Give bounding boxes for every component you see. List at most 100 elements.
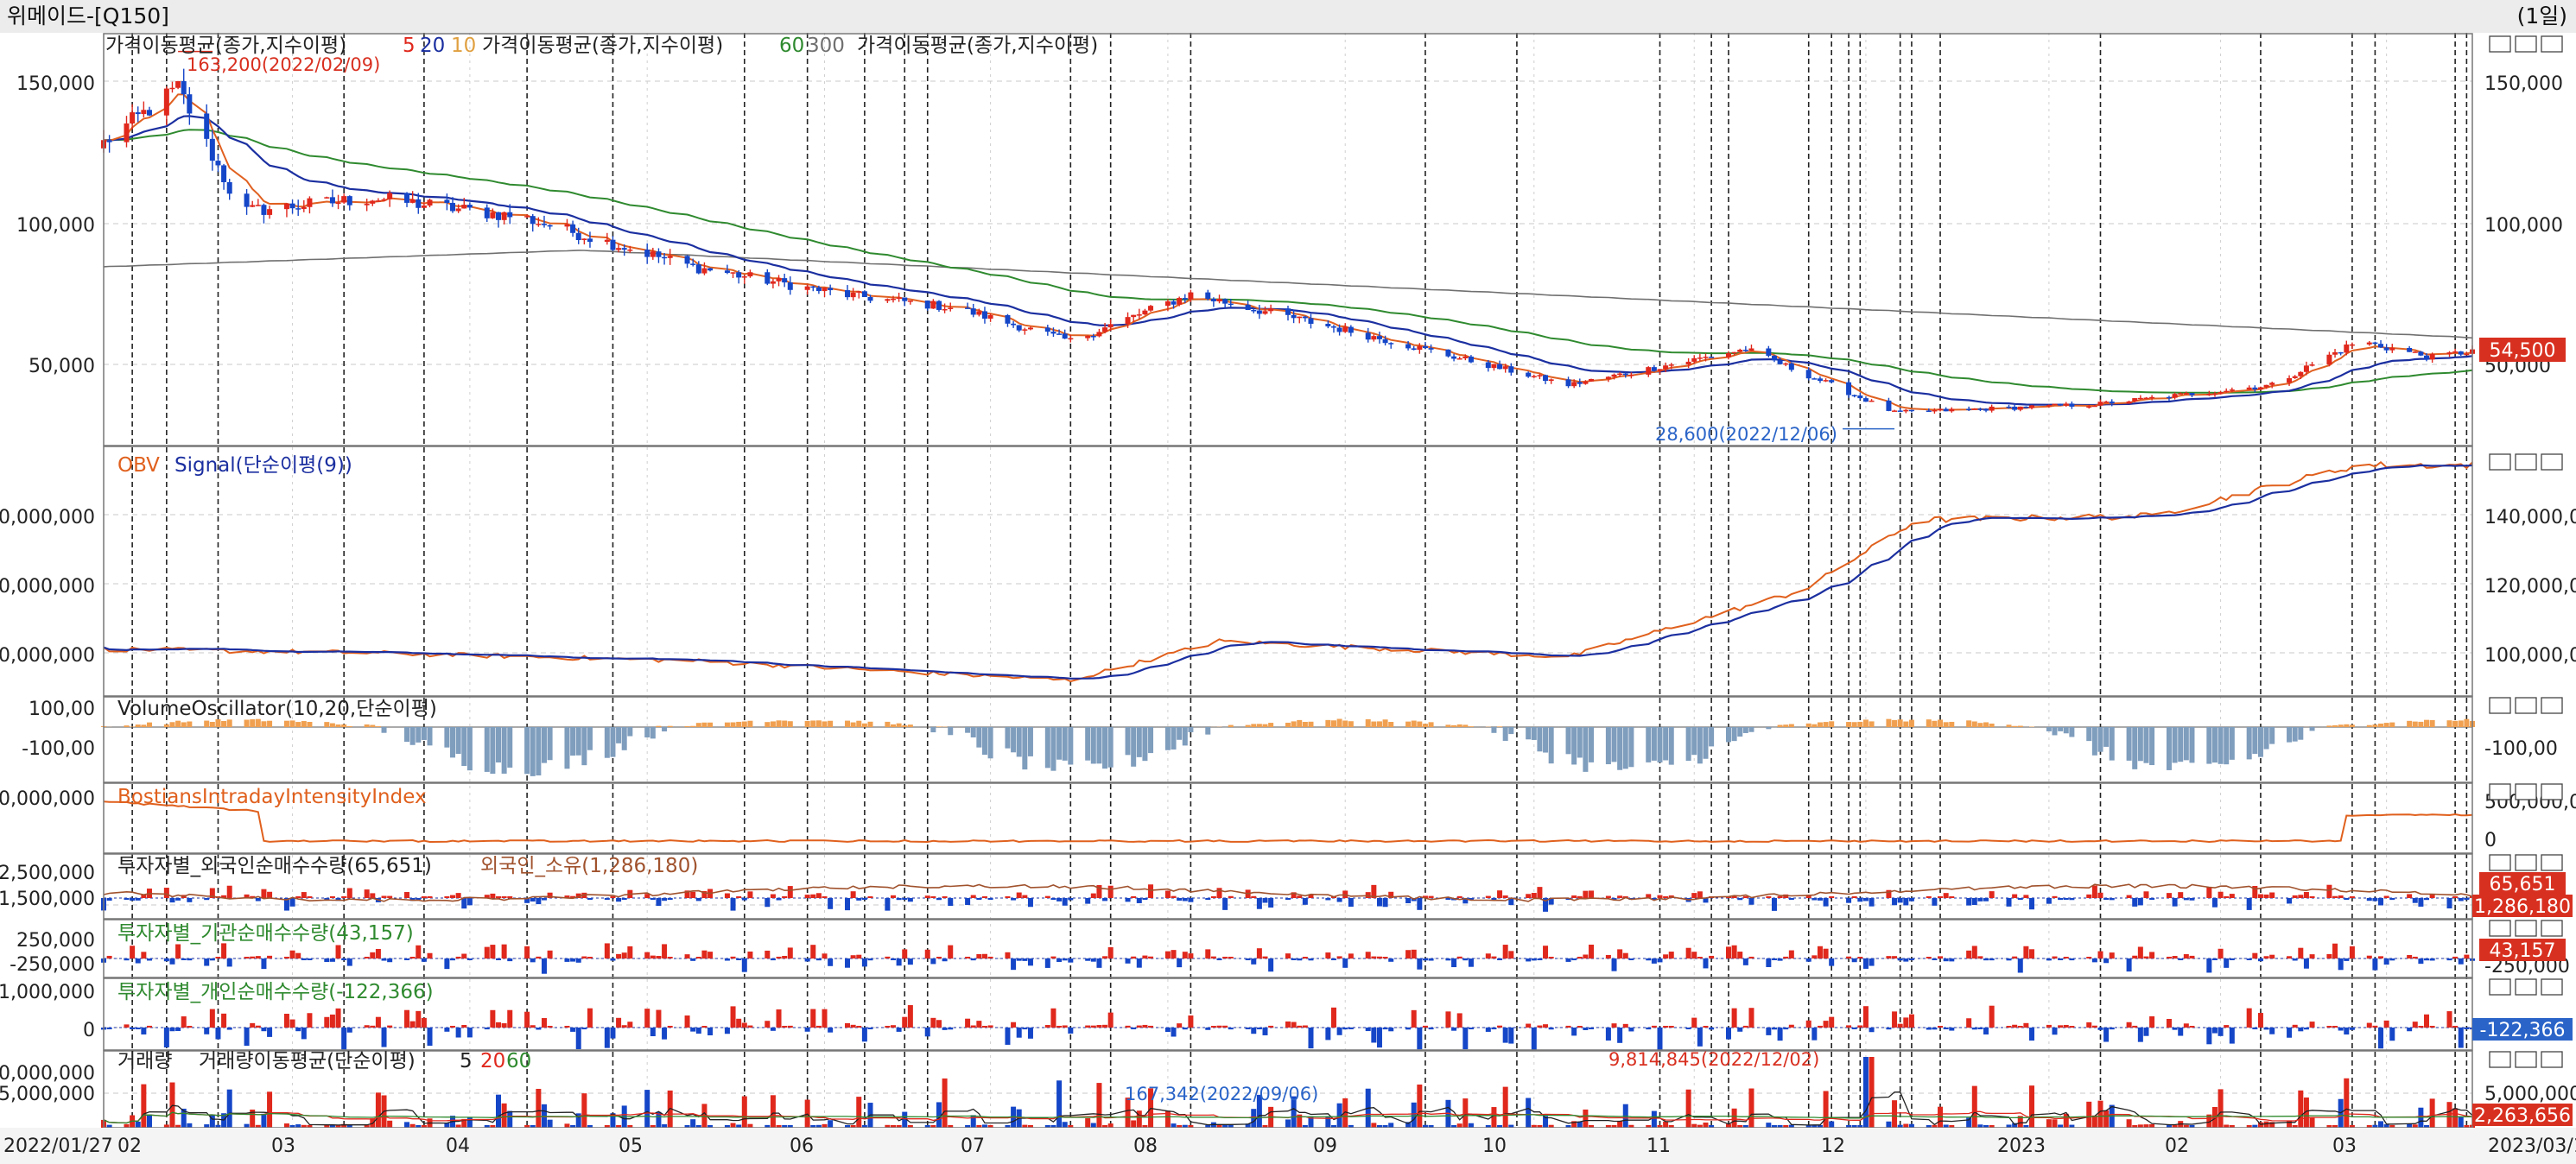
net-bar [1336, 956, 1342, 958]
maximize-icon[interactable] [2515, 920, 2537, 937]
candle-body [747, 272, 753, 277]
volume-bar [776, 1125, 782, 1128]
net-bar [1685, 947, 1691, 958]
candle-body [1285, 308, 1291, 315]
net-bar [2378, 956, 2384, 958]
volume-bar [1926, 1125, 1932, 1128]
volume-bar [987, 1124, 993, 1128]
bii-panel[interactable] [103, 800, 2473, 844]
maximize-icon[interactable] [2515, 697, 2537, 714]
net-bar [1011, 958, 1017, 971]
net-bar [1886, 1028, 1892, 1030]
net-bar [146, 1025, 152, 1028]
stock-chart[interactable]: 가격이동평균(종가,지수이평) 5 20 10 가격이동평균(종가,지수이평) … [0, 33, 2576, 1164]
close-icon[interactable] [2541, 978, 2563, 996]
net-bar [701, 950, 707, 958]
net-bar [427, 952, 433, 958]
net-bar [970, 1025, 976, 1028]
close-icon[interactable] [2541, 920, 2563, 937]
net-bar [1491, 1028, 1497, 1030]
candle-body [1245, 304, 1251, 310]
net-bar [1222, 956, 1228, 958]
close-icon[interactable] [2541, 783, 2563, 800]
legend-obv: OBV [117, 454, 160, 477]
net-bar [707, 1028, 714, 1035]
minimize-icon[interactable] [2489, 920, 2511, 937]
vo-bar [656, 725, 662, 727]
minimize-icon[interactable] [2489, 783, 2511, 800]
minimize-icon[interactable] [2489, 35, 2511, 53]
net-bar [1823, 898, 1829, 907]
minimize-icon[interactable] [2489, 854, 2511, 871]
maximize-icon[interactable] [2515, 453, 2537, 471]
net-bar [181, 1016, 187, 1028]
maximize-icon[interactable] [2515, 783, 2537, 800]
individual-panel[interactable] [100, 1005, 2476, 1050]
vo-bar [2309, 727, 2315, 731]
volume-bar [524, 1124, 530, 1128]
volume-bar [907, 1124, 913, 1128]
minimize-icon[interactable] [2489, 453, 2511, 471]
vo-bar [2257, 727, 2263, 757]
candle-body [1502, 366, 1508, 370]
close-icon[interactable] [2541, 697, 2563, 714]
close-icon[interactable] [2541, 854, 2563, 871]
candle-body [370, 200, 376, 204]
net-bar [782, 896, 788, 898]
volume-bar [856, 1097, 862, 1128]
minimize-icon[interactable] [2489, 1051, 2511, 1068]
net-bar [2389, 1028, 2395, 1041]
close-icon[interactable] [2541, 453, 2563, 471]
net-bar [2303, 891, 2309, 898]
candle-body [1949, 408, 1955, 412]
candle-body [1445, 349, 1451, 357]
net-bar [701, 1025, 707, 1028]
net-bar [261, 889, 267, 898]
vo-bar [1016, 727, 1022, 757]
maximize-icon[interactable] [2515, 854, 2537, 871]
net-bar [267, 1028, 273, 1037]
net-bar [570, 958, 576, 962]
vo-bar [409, 727, 416, 745]
vo-bar [1508, 727, 1514, 735]
close-icon[interactable] [2541, 1051, 2563, 1068]
vo-bar [2189, 727, 2195, 763]
net-bar [924, 1028, 930, 1037]
vo-bar [976, 727, 982, 748]
candle-body [787, 282, 793, 290]
price-panel[interactable] [100, 50, 2476, 430]
net-bar [2052, 956, 2058, 958]
volume-bar [616, 1125, 622, 1128]
candle-body [1691, 357, 1697, 362]
net-bar [370, 952, 376, 958]
panel-control-icons[interactable] [2489, 35, 2563, 1068]
maximize-icon[interactable] [2515, 1051, 2537, 1068]
foreign-panel[interactable] [100, 883, 2476, 912]
vo-bar [701, 722, 707, 727]
net-bar [2332, 943, 2338, 958]
candle-body [867, 297, 873, 301]
volume-bar [106, 1124, 112, 1128]
maximize-icon[interactable] [2515, 35, 2537, 53]
candle-body [209, 138, 215, 161]
volume-bar [146, 1114, 152, 1128]
volume-bar [1537, 1124, 1543, 1128]
candle-body [1164, 300, 1171, 307]
period-label[interactable]: (1일) [2516, 3, 2567, 28]
vo-bar [1703, 727, 1709, 759]
close-icon[interactable] [2541, 35, 2563, 53]
candle-body [387, 193, 393, 199]
net-bar [890, 895, 897, 898]
volume-oscillator-panel[interactable] [100, 718, 2476, 776]
net-bar [1622, 1023, 1628, 1028]
minimize-icon[interactable] [2489, 697, 2511, 714]
net-bar [1565, 898, 1571, 901]
vo-bar [1697, 727, 1703, 764]
obv-panel[interactable] [103, 461, 2473, 683]
institution-panel[interactable] [100, 943, 2476, 974]
maximize-icon[interactable] [2515, 978, 2537, 996]
net-bar [455, 1028, 461, 1038]
volume-bar [2069, 1124, 2075, 1128]
minimize-icon[interactable] [2489, 978, 2511, 996]
volume-panel[interactable] [100, 1057, 2476, 1128]
